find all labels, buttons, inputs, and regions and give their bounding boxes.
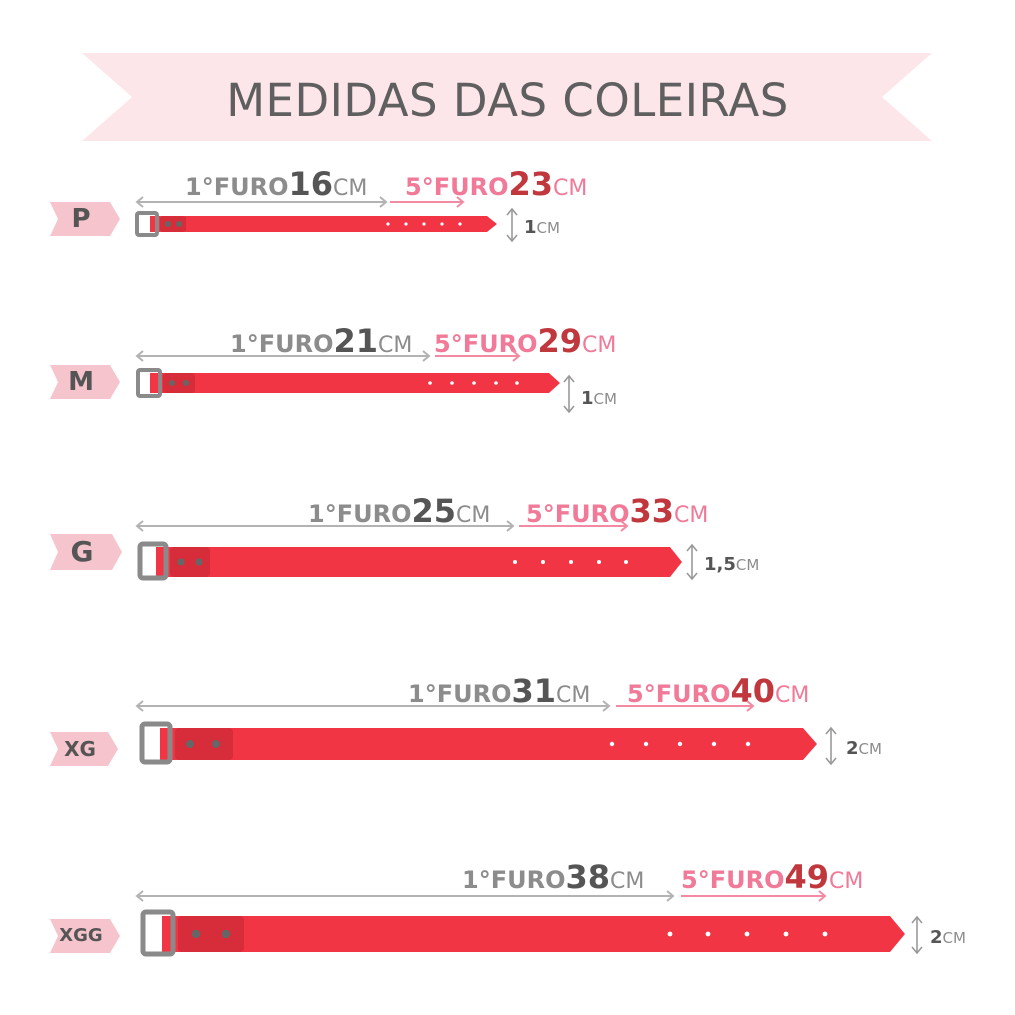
fifth-hole-label: 5°FURO49CM bbox=[681, 858, 864, 896]
size-label: M bbox=[68, 367, 94, 397]
size-tag: XG bbox=[50, 732, 118, 766]
ribbon-shape bbox=[82, 53, 932, 141]
width-label: 1CM bbox=[581, 388, 617, 409]
size-tag: P bbox=[50, 202, 120, 236]
size-row-xgg: XGG 1°FURO38CM 5°FURO49CM 2CM bbox=[0, 858, 1015, 968]
first-hole-label: 1°FURO31CM bbox=[408, 672, 591, 710]
size-label: XG bbox=[64, 737, 96, 761]
size-label: P bbox=[71, 204, 91, 234]
first-hole-label: 1°FURO21CM bbox=[230, 322, 413, 360]
strap bbox=[150, 216, 497, 232]
fifth-hole-label: 5°FURO33CM bbox=[526, 492, 709, 530]
collar-xgg bbox=[135, 890, 923, 957]
width-label: 2CM bbox=[930, 927, 966, 948]
collar-p bbox=[135, 196, 518, 243]
size-label: G bbox=[70, 535, 94, 568]
first-hole-label: 1°FURO38CM bbox=[462, 858, 645, 896]
size-row-p: P 1°FURO16CM 5°FURO23CM 1CM bbox=[0, 165, 1015, 245]
first-hole-label: 1°FURO16CM bbox=[185, 165, 368, 203]
fifth-hole-label: 5°FURO40CM bbox=[627, 672, 810, 710]
size-tag: XGG bbox=[50, 919, 120, 953]
buckle bbox=[135, 211, 159, 237]
width-label: 1,5CM bbox=[704, 554, 760, 575]
size-row-xg: XG 1°FURO31CM 5°FURO40CM 2CM bbox=[0, 672, 1015, 777]
fifth-hole-label: 5°FURO29CM bbox=[434, 322, 617, 360]
size-label: XGG bbox=[59, 925, 103, 946]
size-row-g: G 1°FURO25CM 5°FURO33CM 1,5CM bbox=[0, 492, 1015, 587]
width-label: 1CM bbox=[524, 217, 560, 238]
title-banner: MEDIDAS DAS COLEIRAS bbox=[0, 0, 1015, 160]
size-row-m: M 1°FURO21CM 5°FURO29CM 1CM bbox=[0, 322, 1015, 417]
collar-xg bbox=[135, 700, 837, 766]
width-label: 2CM bbox=[846, 738, 882, 759]
collar-m bbox=[135, 350, 575, 414]
size-tag: G bbox=[50, 534, 122, 570]
page-title: MEDIDAS DAS COLEIRAS bbox=[226, 74, 789, 127]
size-tag: M bbox=[50, 365, 120, 399]
collar-g bbox=[135, 520, 698, 581]
fifth-hole-label: 5°FURO23CM bbox=[405, 165, 588, 203]
first-hole-label: 1°FURO25CM bbox=[308, 492, 491, 530]
